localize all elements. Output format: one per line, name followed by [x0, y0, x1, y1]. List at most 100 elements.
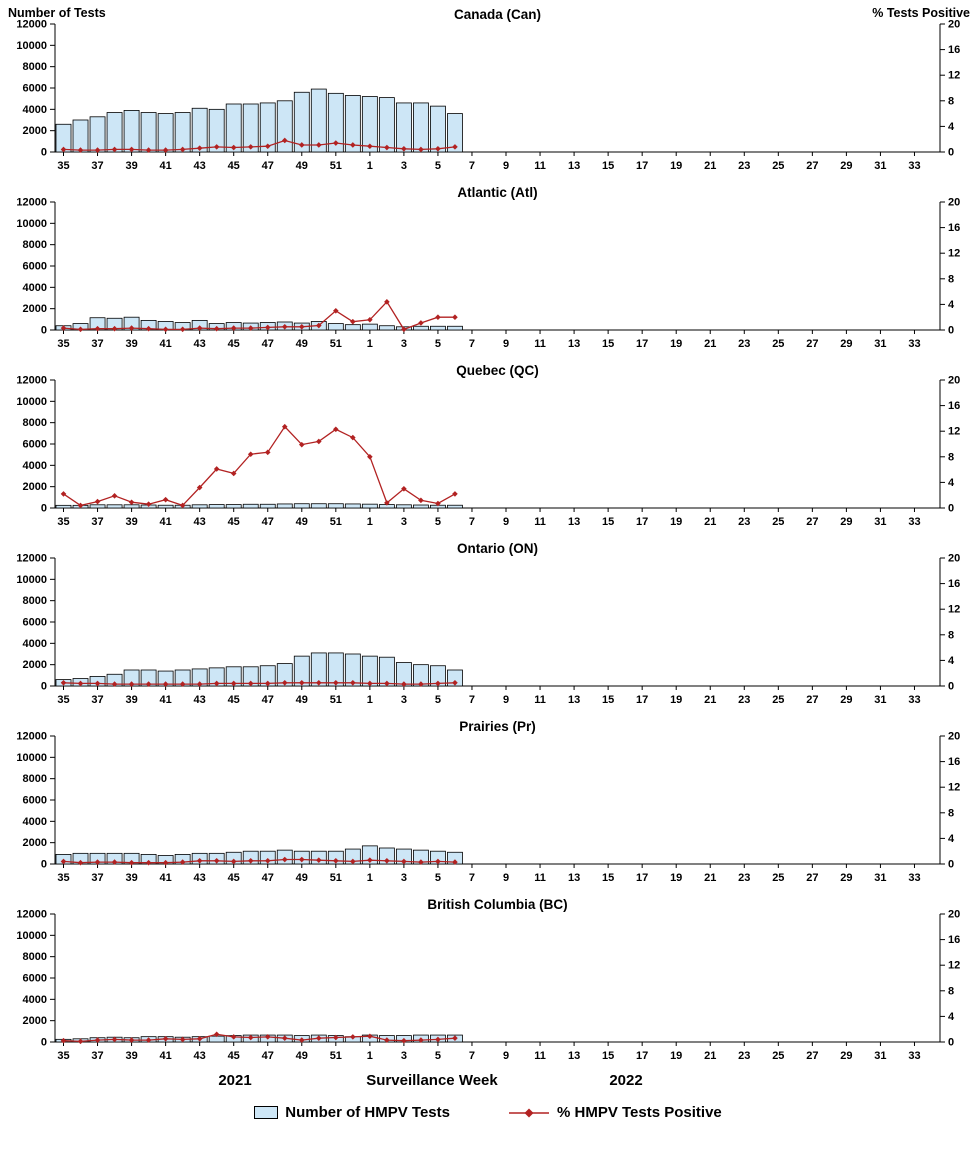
- left-tick-label: 0: [41, 859, 47, 871]
- x-tick-label: 15: [602, 872, 614, 884]
- x-tick-label: 39: [125, 160, 137, 172]
- diamond-marker: [196, 858, 203, 864]
- left-tick-label: 12000: [16, 731, 47, 743]
- right-tick-label: 16: [948, 400, 960, 412]
- x-tick-label: 17: [636, 872, 648, 884]
- x-tick-label: 33: [908, 516, 920, 528]
- x-tick-label: 13: [568, 160, 580, 172]
- diamond-marker: [435, 500, 441, 507]
- diamond-marker: [384, 144, 390, 151]
- bar: [378, 325, 395, 331]
- x-tick-label: 23: [738, 160, 750, 172]
- x-tick-label: 45: [228, 516, 240, 528]
- left-tick-label: 10000: [16, 930, 47, 942]
- bar: [89, 116, 106, 153]
- x-tick-label: 23: [738, 1050, 750, 1062]
- diamond-marker: [401, 146, 407, 152]
- left-tick-label: 8000: [23, 417, 47, 429]
- bar: [225, 504, 242, 509]
- diamond-marker: [111, 859, 118, 865]
- x-tick-label: 25: [772, 516, 784, 528]
- right-tick-label: 12: [948, 426, 960, 438]
- pct-positive-series: [60, 423, 458, 509]
- left-tick-label: 0: [41, 147, 47, 159]
- diamond-marker: [350, 858, 356, 865]
- pct-positive-series: [60, 680, 458, 687]
- x-tick-label: 19: [670, 338, 682, 350]
- x-tick-label: 45: [228, 338, 240, 350]
- diamond-marker: [418, 1037, 424, 1043]
- right-tick-label: 12: [948, 960, 960, 972]
- diamond-marker: [179, 681, 186, 687]
- x-tick-label: 21: [704, 1050, 716, 1062]
- x-tick-label: 17: [636, 338, 648, 350]
- diamond-marker: [384, 858, 390, 864]
- diamond-marker: [247, 1034, 254, 1041]
- diamond-marker: [384, 500, 390, 506]
- bar: [447, 669, 463, 687]
- x-tick-label: 7: [469, 694, 475, 706]
- bar: [123, 110, 140, 153]
- diamond-marker: [418, 320, 424, 326]
- left-tick-label: 10000: [16, 40, 47, 52]
- bar: [310, 503, 327, 509]
- x-tick-label: 31: [874, 1050, 886, 1062]
- diamond-marker: [350, 434, 356, 441]
- bars-series: [55, 503, 463, 509]
- x-tick-label: 29: [840, 338, 852, 350]
- left-tick-label: 2000: [23, 659, 47, 671]
- right-tick-label: 16: [948, 222, 960, 234]
- diamond-marker: [179, 502, 186, 509]
- right-tick-label: 20: [948, 197, 960, 209]
- diamond-marker: [60, 1037, 67, 1044]
- left-tick-label: 8000: [23, 239, 47, 251]
- pct-positive-line: [63, 682, 456, 685]
- x-tick-label: 15: [602, 694, 614, 706]
- panel-title: Canada (Can): [454, 7, 541, 22]
- year-left-label: 2021: [218, 1072, 252, 1089]
- diamond-marker: [298, 1037, 305, 1043]
- chart-panel-canada-can: Canada (Can) 0 2000 4000 6000 8000 10000 12000 0…: [16, 7, 960, 172]
- x-tick-label: 1: [367, 160, 373, 172]
- legend-label-pct: % HMPV Tests Positive: [556, 1104, 722, 1121]
- diamond-marker: [111, 493, 118, 499]
- diamond-marker: [401, 858, 407, 865]
- x-tick-label: 45: [228, 872, 240, 884]
- diamond-marker: [401, 1037, 407, 1044]
- diamond-marker: [333, 426, 339, 433]
- x-tick-label: 43: [194, 872, 206, 884]
- legend: Number of HMPV Tests % HMPV Tests Positi…: [0, 1104, 976, 1121]
- diamond-marker: [315, 142, 322, 148]
- right-tick-label: 0: [948, 859, 954, 871]
- x-tick-label: 3: [401, 338, 407, 350]
- bar: [140, 112, 157, 153]
- x-tick-label: 7: [469, 872, 475, 884]
- bar: [344, 653, 361, 687]
- x-tick-label: 27: [806, 694, 818, 706]
- diamond-marker: [60, 146, 67, 153]
- diamond-marker: [128, 1037, 135, 1043]
- bar: [378, 97, 395, 153]
- diamond-marker: [418, 859, 424, 865]
- bar: [327, 503, 344, 509]
- diamond-marker: [77, 859, 84, 866]
- x-tick-label: 43: [194, 694, 206, 706]
- diamond-marker: [452, 1035, 458, 1041]
- bar: [361, 503, 378, 509]
- bar: [430, 105, 446, 153]
- bar: [430, 325, 446, 331]
- diamond-marker: [281, 1035, 288, 1041]
- x-tick-label: 13: [568, 694, 580, 706]
- left-tick-label: 8000: [23, 951, 47, 963]
- x-tick-label: 33: [908, 1050, 920, 1062]
- x-tick-label: 17: [636, 694, 648, 706]
- diamond-marker: [435, 1036, 441, 1043]
- bar: [123, 504, 140, 509]
- x-tick-label: 49: [296, 338, 308, 350]
- right-tick-label: 20: [948, 731, 960, 743]
- x-tick-label: 31: [874, 160, 886, 172]
- diamond-marker: [264, 449, 271, 456]
- diamond-marker: [111, 681, 118, 687]
- left-tick-label: 4000: [23, 282, 47, 294]
- diamond-marker: [333, 680, 339, 686]
